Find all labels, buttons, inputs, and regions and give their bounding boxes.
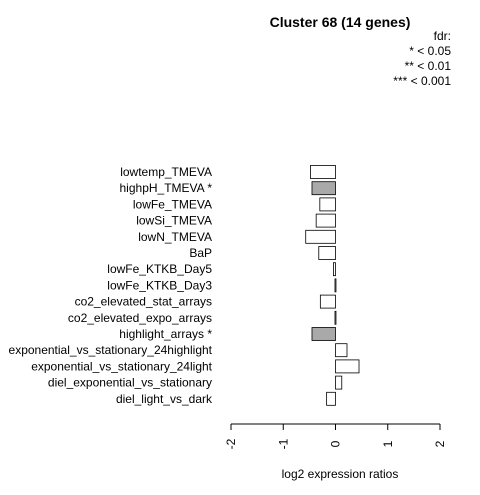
x-axis: -2 -1 0 1 2	[224, 423, 447, 449]
x-tick-label: 1	[381, 440, 395, 447]
bar	[311, 181, 336, 196]
x-tick-label: -2	[224, 438, 238, 449]
bar	[333, 262, 336, 277]
bar	[335, 359, 360, 374]
category-label: exponential_vs_stationary_24light	[31, 359, 212, 373]
legend-entry-2: ** < 0.01	[405, 59, 452, 73]
category-labels: lowtemp_TMEVA highpH_TMEVA * lowFe_TMEVAlo…	[9, 165, 213, 406]
bar	[315, 213, 336, 228]
bar	[335, 375, 343, 390]
category-label: exponential_vs_stationary_24highlight	[9, 343, 213, 357]
x-tick-label: 0	[329, 440, 343, 447]
x-axis-label: log2 expression ratios	[282, 467, 399, 481]
category-label: lowFe_KTKB_Day5	[107, 262, 212, 276]
category-label: lowtemp_TMEVA	[120, 165, 212, 179]
bar	[326, 391, 336, 406]
bar	[305, 229, 336, 244]
category-label: diel_light_vs_dark	[116, 392, 213, 406]
category-label: lowFe_TMEVA	[133, 197, 212, 211]
legend-title: fdr:	[434, 29, 451, 43]
category-label: co2_elevated_expo_arrays	[68, 311, 212, 325]
bar	[334, 278, 337, 293]
category-label: lowN_TMEVA	[138, 230, 212, 244]
category-label: lowFe_KTKB_Day3	[107, 278, 212, 292]
bar	[311, 327, 336, 341]
category-label: BaP	[189, 246, 212, 260]
bar	[310, 165, 336, 179]
bar	[319, 294, 336, 309]
x-tick-label: 2	[433, 440, 447, 447]
category-label: highlight_arrays *	[119, 327, 212, 341]
category-label: highpH_TMEVA *	[120, 181, 213, 195]
bar	[334, 310, 337, 325]
bar	[335, 343, 348, 358]
legend-entry-1: * < 0.05	[409, 44, 451, 58]
legend-entry-3: *** < 0.001	[393, 74, 451, 88]
category-label: co2_elevated_stat_arrays	[75, 295, 212, 309]
bar	[318, 246, 336, 260]
category-label: lowSi_TMEVA	[136, 214, 212, 228]
bar	[319, 197, 336, 212]
chart-title: Cluster 68 (14 genes)	[270, 14, 411, 30]
legend: fdr: * < 0.05 ** < 0.01 *** < 0.001	[393, 29, 451, 88]
bars	[305, 165, 360, 406]
x-tick-label: -1	[276, 438, 290, 449]
category-label: diel_exponential_vs_stationary	[48, 376, 212, 390]
